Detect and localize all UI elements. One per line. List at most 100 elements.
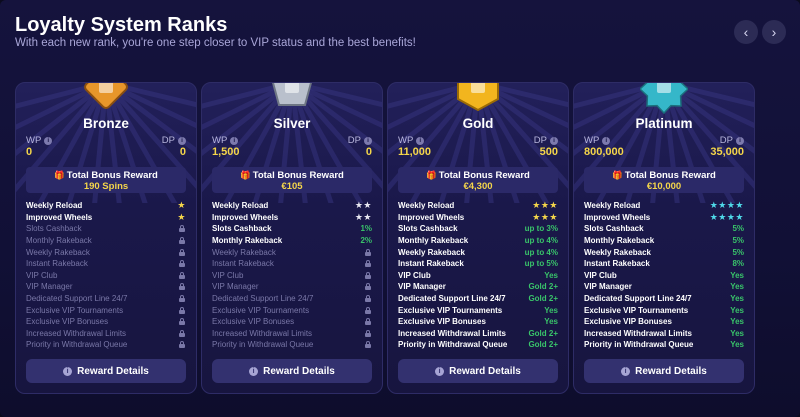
feature-row: Exclusive VIP Tournaments bbox=[212, 304, 372, 316]
feature-value: up to 4% bbox=[524, 247, 558, 257]
feature-row: Increased Withdrawal Limits bbox=[26, 328, 186, 340]
feature-label: VIP Manager bbox=[26, 282, 73, 292]
feature-row: Dedicated Support Line 24/7 bbox=[26, 293, 186, 305]
reward-details-button[interactable]: i Reward Details bbox=[584, 359, 744, 383]
feature-label: VIP Manager bbox=[212, 282, 259, 292]
lock-icon bbox=[365, 318, 371, 326]
feature-label: Dedicated Support Line 24/7 bbox=[584, 294, 692, 304]
feature-row: Monthly Rakeback 5% bbox=[584, 235, 744, 247]
info-icon[interactable]: i bbox=[602, 136, 611, 145]
feature-label: VIP Club bbox=[26, 270, 58, 280]
lock-icon bbox=[179, 341, 185, 349]
feature-row: Improved Wheels ★★★★ bbox=[584, 212, 744, 224]
dp-label: DP i bbox=[162, 135, 186, 146]
feature-value: Yes bbox=[730, 328, 744, 338]
lock-icon bbox=[179, 283, 185, 291]
star-rating: ★★★ bbox=[532, 200, 558, 211]
info-icon[interactable]: i bbox=[178, 136, 186, 145]
feature-value: Yes bbox=[730, 294, 744, 304]
lock-icon bbox=[365, 295, 371, 303]
feature-value: 2% bbox=[360, 236, 372, 246]
chevron-right-icon: › bbox=[771, 24, 777, 40]
feature-label: Monthly Rakeback bbox=[212, 236, 283, 246]
feature-label: Priority in Withdrawal Queue bbox=[26, 340, 128, 350]
feature-label: VIP Manager bbox=[398, 282, 446, 292]
feature-row: Priority in Withdrawal Queue Yes bbox=[584, 339, 744, 351]
feature-label: Weekly Rakeback bbox=[212, 247, 276, 257]
feature-row: Instant Rakeback up to 5% bbox=[398, 258, 558, 270]
next-button[interactable]: › bbox=[762, 20, 786, 44]
info-icon[interactable]: i bbox=[44, 136, 53, 145]
info-icon: i bbox=[249, 366, 259, 376]
feature-label: Increased Withdrawal Limits bbox=[584, 328, 692, 338]
feature-row: Weekly Rakeback bbox=[26, 246, 186, 258]
info-icon: i bbox=[435, 366, 445, 376]
feature-value: Yes bbox=[544, 305, 558, 315]
feature-row: Improved Wheels ★★ bbox=[212, 212, 372, 224]
info-icon[interactable]: i bbox=[736, 136, 744, 145]
dp-value: 35,000 bbox=[710, 146, 744, 158]
feature-row: VIP Club bbox=[26, 270, 186, 282]
reward-details-button[interactable]: i Reward Details bbox=[398, 359, 558, 383]
star-rating: ★ bbox=[177, 200, 186, 211]
feature-row: VIP Club bbox=[212, 270, 372, 282]
feature-value: Yes bbox=[544, 317, 558, 327]
feature-row: Exclusive VIP Tournaments bbox=[26, 304, 186, 316]
feature-row: VIP Manager Gold 2+ bbox=[398, 281, 558, 293]
rank-name: Bronze bbox=[83, 116, 129, 131]
feature-row: VIP Manager Yes bbox=[584, 281, 744, 293]
feature-row: Weekly Reload ★★★★ bbox=[584, 200, 744, 212]
info-icon[interactable]: i bbox=[230, 136, 239, 145]
page-title: Loyalty System Ranks bbox=[15, 14, 228, 36]
feature-label: Weekly Rakeback bbox=[26, 247, 90, 257]
lock-icon bbox=[365, 248, 371, 256]
info-icon[interactable]: i bbox=[364, 136, 372, 145]
feature-row: Increased Withdrawal Limits Gold 2+ bbox=[398, 328, 558, 340]
feature-label: VIP Club bbox=[584, 270, 617, 280]
dp-label: DP i bbox=[720, 135, 744, 146]
feature-value: Yes bbox=[730, 305, 744, 315]
feature-value: up to 4% bbox=[524, 236, 558, 246]
feature-value: Gold 2+ bbox=[528, 294, 558, 304]
feature-row: Weekly Rakeback 5% bbox=[584, 246, 744, 258]
lock-icon bbox=[179, 306, 185, 314]
gift-icon: 🎁 bbox=[54, 170, 65, 180]
feature-row: Slots Cashback bbox=[26, 223, 186, 235]
feature-row: Weekly Rakeback bbox=[212, 246, 372, 258]
feature-label: Priority in Withdrawal Queue bbox=[398, 340, 508, 350]
wp-value: 1,500 bbox=[212, 146, 240, 158]
platinum-badge-icon bbox=[640, 83, 688, 115]
feature-row: Priority in Withdrawal Queue bbox=[26, 339, 186, 351]
feature-row: Slots Cashback 5% bbox=[584, 223, 744, 235]
star-rating: ★★★★ bbox=[709, 211, 744, 222]
feature-label: Dedicated Support Line 24/7 bbox=[212, 294, 314, 304]
info-icon[interactable]: i bbox=[416, 136, 425, 145]
lock-icon bbox=[179, 225, 185, 233]
feature-label: Increased Withdrawal Limits bbox=[26, 328, 127, 338]
feature-label: VIP Club bbox=[212, 270, 244, 280]
info-icon: i bbox=[621, 366, 631, 376]
feature-label: Exclusive VIP Bonuses bbox=[398, 317, 486, 327]
feature-value: Yes bbox=[730, 282, 744, 292]
feature-value: Gold 2+ bbox=[528, 328, 558, 338]
feature-label: Instant Rakeback bbox=[398, 259, 464, 269]
feature-label: VIP Manager bbox=[584, 282, 632, 292]
feature-label: Improved Wheels bbox=[26, 212, 93, 222]
prev-button[interactable]: ‹ bbox=[734, 20, 758, 44]
star-rating: ★★★ bbox=[532, 211, 558, 222]
reward-details-button[interactable]: i Reward Details bbox=[26, 359, 186, 383]
feature-row: Monthly Rakeback bbox=[26, 235, 186, 247]
info-icon[interactable]: i bbox=[550, 136, 558, 145]
feature-label: Improved Wheels bbox=[398, 212, 465, 222]
feature-label: Exclusive VIP Tournaments bbox=[26, 305, 124, 315]
feature-label: Weekly Rakeback bbox=[584, 247, 652, 257]
dp-label: DP i bbox=[534, 135, 558, 146]
feature-row: Dedicated Support Line 24/7 Yes bbox=[584, 293, 744, 305]
total-bonus-box: 🎁 Total Bonus Reward €10,000 bbox=[584, 167, 744, 193]
feature-row: Monthly Rakeback up to 4% bbox=[398, 235, 558, 247]
feature-value: 8% bbox=[732, 259, 744, 269]
wp-label: WP i bbox=[26, 135, 53, 146]
reward-details-button[interactable]: i Reward Details bbox=[212, 359, 372, 383]
feature-label: Slots Cashback bbox=[212, 224, 272, 234]
